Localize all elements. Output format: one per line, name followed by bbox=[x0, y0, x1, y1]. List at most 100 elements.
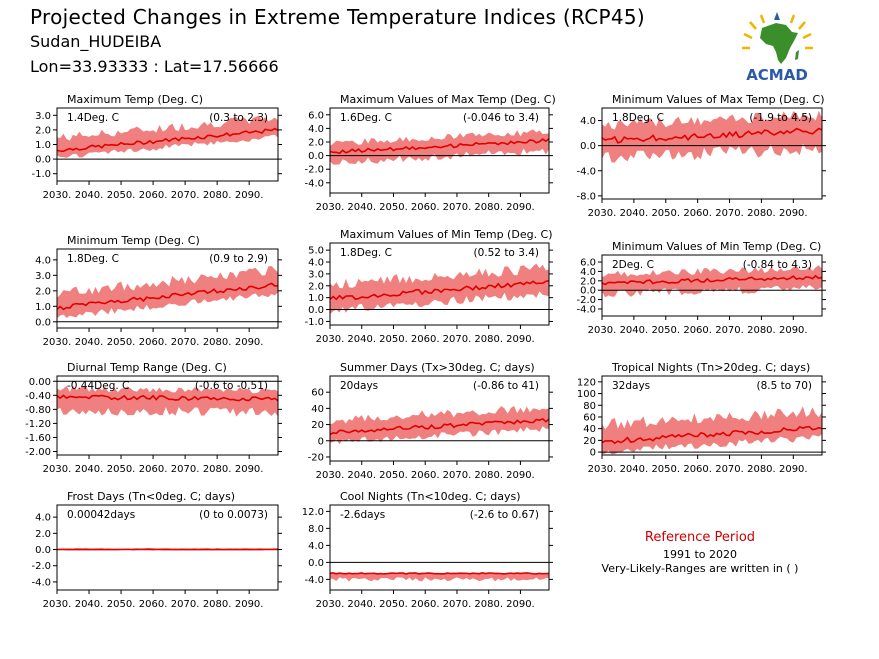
plot-frame bbox=[56, 375, 279, 456]
y-tick-label: 12.0 bbox=[302, 507, 324, 518]
x-tick-label: 2080. bbox=[474, 470, 503, 481]
range-label: (8.5 to 70) bbox=[757, 380, 812, 392]
y-tick-label: 0 bbox=[318, 436, 324, 447]
chart-5: -1.00.01.02.03.04.05.0 2030. 2040. 2050. 206… bbox=[304, 228, 553, 345]
y-tick-label: 0.0 bbox=[35, 545, 51, 556]
y-tick-label: 40 bbox=[583, 424, 596, 435]
x-tick-label: 2060. bbox=[139, 190, 168, 201]
x-tick-label: 2030. bbox=[588, 208, 617, 219]
y-tick-label: -2.0 bbox=[31, 561, 51, 572]
y-tick-label: -0.40 bbox=[25, 391, 51, 402]
chart-1: -1.0 0.0 1.0 2.0 3.0 2030. 2040. 2050. 2060. 2070… bbox=[31, 93, 282, 201]
stat-label: 20days bbox=[340, 380, 378, 392]
x-tick-label: 2070. bbox=[715, 208, 744, 219]
x-tick-label: 2050. bbox=[651, 208, 680, 219]
x-tick-label: 2080. bbox=[474, 202, 503, 213]
x-tick-label: 2090. bbox=[506, 470, 535, 481]
y-tick-label: 60 bbox=[311, 388, 324, 399]
reference-period-years: 1991 to 2020 bbox=[662, 548, 738, 561]
y-tick-label: 6.0 bbox=[308, 110, 324, 121]
range-band bbox=[602, 406, 822, 455]
range-label: (0 to 0.0073) bbox=[199, 509, 268, 521]
x-tick-label: 2060. bbox=[683, 464, 712, 475]
x-tick-label: 2050. bbox=[107, 599, 136, 610]
x-tick-label: 2060. bbox=[411, 334, 440, 345]
chart-title: Minimum Temp (Deg. C) bbox=[67, 234, 200, 247]
x-tick-label: 2060. bbox=[139, 337, 168, 348]
x-tick-label: 2050. bbox=[107, 337, 136, 348]
range-label: (-0.046 to 3.4) bbox=[463, 112, 539, 124]
site-name: Sudan_HUDEIBA bbox=[30, 32, 162, 51]
x-tick-label: 2060. bbox=[411, 470, 440, 481]
chart-title: Minimum Values of Min Temp (Deg. C) bbox=[612, 240, 821, 253]
x-tick-label: 2050. bbox=[651, 464, 680, 475]
x-tick-label: 2050. bbox=[107, 464, 136, 475]
x-tick-label: 2030. bbox=[43, 190, 72, 201]
y-tick-label: 40 bbox=[311, 404, 324, 415]
x-tick-label: 2070. bbox=[171, 599, 200, 610]
x-tick-label: 2080. bbox=[747, 464, 776, 475]
chart-title: Maximum Temp (Deg. C) bbox=[67, 93, 203, 106]
x-tick-label: 2070. bbox=[715, 325, 744, 336]
mean-series-line bbox=[329, 572, 550, 575]
x-tick-label: 2030. bbox=[316, 202, 345, 213]
y-tick-label: 100 bbox=[577, 389, 596, 400]
y-tick-label: -4.0 bbox=[31, 577, 51, 588]
y-tick-label: 3.0 bbox=[308, 269, 324, 280]
range-label: (-1.9 to 4.5) bbox=[749, 112, 812, 124]
range-label: (0.3 to 2.3) bbox=[209, 112, 268, 124]
y-tick-label: -4.0 bbox=[576, 304, 596, 315]
x-tick-label: 2080. bbox=[747, 325, 776, 336]
x-tick-label: 2060. bbox=[139, 599, 168, 610]
x-tick-label: 2080. bbox=[474, 334, 503, 345]
x-tick-label: 2040. bbox=[620, 464, 649, 475]
y-tick-label: 80 bbox=[583, 401, 596, 412]
y-tick-label: 20 bbox=[311, 420, 324, 431]
x-tick-label: 2070. bbox=[171, 464, 200, 475]
chart-4: 0.0 1.0 2.0 3.0 4.0 2030. 2040. 2050. 2060. 2070.… bbox=[35, 234, 282, 348]
range-label: (-0.84 to 4.3) bbox=[743, 259, 812, 271]
x-tick-label: 2050. bbox=[107, 190, 136, 201]
y-tick-label: -4.0 bbox=[304, 575, 324, 586]
plot-frame bbox=[601, 254, 823, 317]
mean-series-line bbox=[601, 127, 823, 144]
x-tick-label: 2090. bbox=[779, 464, 808, 475]
x-tick-label: 2090. bbox=[235, 190, 264, 201]
y-tick-label: 60 bbox=[583, 412, 596, 423]
y-tick-label: 2.0 bbox=[580, 276, 596, 287]
x-tick-label: 2040. bbox=[75, 464, 104, 475]
range-label: (0.52 to 3.4) bbox=[474, 247, 540, 259]
x-tick-label: 2070. bbox=[443, 470, 472, 481]
x-tick-label: 2090. bbox=[235, 599, 264, 610]
y-tick-label: -2.0 bbox=[576, 295, 596, 306]
y-tick-label: 1.0 bbox=[35, 302, 51, 313]
mean-series-line bbox=[601, 274, 823, 286]
chart-title: Maximum Values of Min Temp (Deg. C) bbox=[340, 228, 553, 241]
y-tick-label: 0.0 bbox=[580, 141, 596, 152]
x-tick-label: 2040. bbox=[347, 599, 376, 610]
chart-11: -4.0 0.0 4.0 8.0 12.0 2030. 2040. 2050. 2060. 207… bbox=[302, 490, 553, 610]
y-tick-label: 2.0 bbox=[35, 125, 51, 136]
site-coordinates: Lon=33.93333 : Lat=17.56666 bbox=[30, 57, 279, 76]
y-tick-label: -2.0 bbox=[304, 165, 324, 176]
y-tick-label: 2.0 bbox=[308, 138, 324, 149]
y-tick-label: 4.0 bbox=[308, 541, 324, 552]
y-tick-label: -8.0 bbox=[576, 191, 596, 202]
y-tick-label: 4.0 bbox=[35, 513, 51, 524]
x-tick-label: 2050. bbox=[651, 325, 680, 336]
y-tick-label: 4.0 bbox=[308, 258, 324, 269]
africa-map-icon bbox=[742, 12, 813, 64]
range-label: (-0.86 to 41) bbox=[473, 380, 539, 392]
y-tick-label: 4.0 bbox=[308, 124, 324, 135]
x-tick-label: 2040. bbox=[75, 599, 104, 610]
mean-series-line bbox=[56, 282, 279, 311]
y-tick-label: 4.0 bbox=[580, 267, 596, 278]
y-tick-label: 2.0 bbox=[35, 529, 51, 540]
y-tick-label: 0.0 bbox=[308, 305, 324, 316]
x-tick-label: 2040. bbox=[347, 470, 376, 481]
plot-frame bbox=[329, 375, 550, 462]
y-tick-label: 1.0 bbox=[308, 293, 324, 304]
